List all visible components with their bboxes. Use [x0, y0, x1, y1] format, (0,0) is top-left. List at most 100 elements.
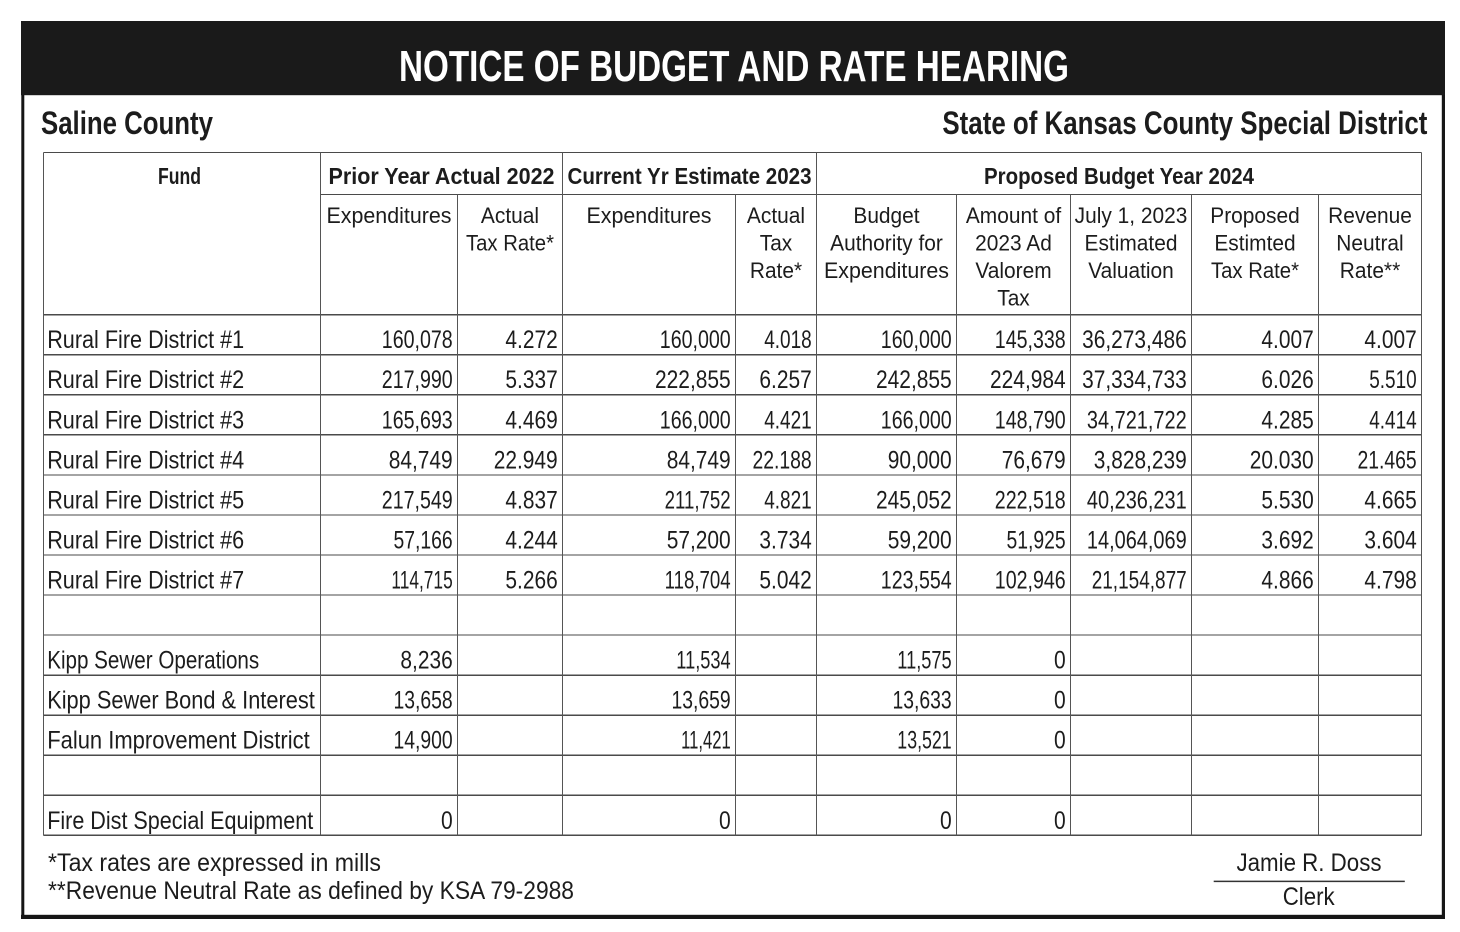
svg-text:84,749: 84,749 — [667, 446, 731, 474]
svg-text:11,534: 11,534 — [676, 647, 730, 675]
svg-text:Tax Rate*: Tax Rate* — [1211, 258, 1299, 283]
svg-text:20.030: 20.030 — [1250, 446, 1314, 474]
svg-text:6.026: 6.026 — [1261, 366, 1313, 394]
svg-text:Actual: Actual — [481, 203, 539, 228]
svg-text:4.837: 4.837 — [505, 486, 557, 514]
svg-text:224,984: 224,984 — [990, 366, 1066, 394]
svg-text:211,752: 211,752 — [665, 486, 731, 514]
svg-text:14,064,069: 14,064,069 — [1087, 527, 1187, 555]
svg-text:217,549: 217,549 — [382, 486, 453, 514]
svg-text:21,154,877: 21,154,877 — [1092, 567, 1187, 595]
svg-text:118,704: 118,704 — [665, 567, 731, 595]
svg-text:3.604: 3.604 — [1364, 527, 1416, 555]
svg-text:Proposed: Proposed — [1210, 203, 1300, 228]
svg-text:Saline County: Saline County — [41, 105, 213, 141]
svg-text:13,659: 13,659 — [672, 687, 731, 715]
svg-text:Clerk: Clerk — [1283, 883, 1335, 911]
svg-text:Expenditures: Expenditures — [824, 258, 949, 283]
svg-text:5.337: 5.337 — [505, 366, 557, 394]
svg-text:Proposed Budget Year 2024: Proposed Budget Year 2024 — [984, 163, 1254, 189]
svg-text:36,273,486: 36,273,486 — [1082, 326, 1187, 354]
svg-text:Rural Fire District #7: Rural Fire District #7 — [47, 567, 244, 595]
svg-text:Current Yr Estimate 2023: Current Yr Estimate 2023 — [568, 163, 812, 189]
svg-text:4.244: 4.244 — [505, 527, 557, 555]
svg-text:Estimated: Estimated — [1085, 231, 1178, 256]
svg-text:Prior Year Actual 2022: Prior Year Actual 2022 — [329, 163, 555, 189]
svg-text:165,693: 165,693 — [382, 406, 453, 434]
svg-text:59,200: 59,200 — [888, 527, 952, 555]
svg-text:242,855: 242,855 — [876, 366, 952, 394]
svg-text:Fire Dist Special Equipment: Fire Dist Special Equipment — [47, 807, 313, 835]
svg-text:51,925: 51,925 — [1007, 527, 1066, 555]
svg-text:222,518: 222,518 — [995, 486, 1066, 514]
svg-text:245,052: 245,052 — [876, 486, 952, 514]
svg-text:4.007: 4.007 — [1261, 326, 1313, 354]
svg-text:*Tax rates are expressed in mi: *Tax rates are expressed in mills — [48, 849, 381, 877]
svg-text:0: 0 — [1054, 807, 1066, 835]
svg-text:Rate*: Rate* — [750, 258, 803, 283]
svg-text:Rural Fire District #2: Rural Fire District #2 — [47, 366, 244, 394]
svg-text:13,633: 13,633 — [893, 687, 952, 715]
svg-text:Tax: Tax — [997, 285, 1030, 310]
svg-text:Rural Fire District #3: Rural Fire District #3 — [47, 406, 244, 434]
svg-text:22.188: 22.188 — [753, 446, 812, 474]
svg-text:Neutral: Neutral — [1336, 231, 1403, 256]
svg-text:4.018: 4.018 — [764, 326, 812, 354]
svg-text:6.257: 6.257 — [759, 366, 811, 394]
svg-text:Authority for: Authority for — [830, 231, 943, 256]
svg-text:Tax Rate*: Tax Rate* — [466, 231, 554, 256]
svg-text:Estimted: Estimted — [1214, 231, 1295, 256]
svg-text:Jamie R. Doss: Jamie R. Doss — [1237, 849, 1382, 877]
svg-text:114,715: 114,715 — [391, 567, 452, 595]
svg-text:4.821: 4.821 — [764, 486, 812, 514]
svg-text:22.949: 22.949 — [494, 446, 558, 474]
svg-text:0: 0 — [1054, 687, 1066, 715]
svg-text:166,000: 166,000 — [881, 406, 952, 434]
svg-text:Actual: Actual — [747, 203, 805, 228]
svg-text:4.665: 4.665 — [1364, 486, 1416, 514]
svg-text:Budget: Budget — [853, 203, 919, 228]
svg-text:148,790: 148,790 — [995, 406, 1066, 434]
svg-text:222,855: 222,855 — [655, 366, 731, 394]
svg-text:13,521: 13,521 — [897, 727, 951, 755]
svg-text:3,828,239: 3,828,239 — [1094, 446, 1187, 474]
svg-text:**Revenue Neutral Rate as defi: **Revenue Neutral Rate as defined by KSA… — [48, 877, 574, 905]
svg-text:166,000: 166,000 — [660, 406, 731, 434]
svg-text:Amount of: Amount of — [966, 203, 1062, 228]
svg-text:0: 0 — [1054, 727, 1066, 755]
svg-text:Falun Improvement District: Falun Improvement District — [47, 727, 310, 755]
svg-text:Expenditures: Expenditures — [327, 203, 452, 228]
svg-text:4.866: 4.866 — [1261, 567, 1313, 595]
svg-text:4.414: 4.414 — [1369, 406, 1417, 434]
svg-text:4.272: 4.272 — [505, 326, 557, 354]
svg-text:4.421: 4.421 — [764, 406, 812, 434]
svg-text:0: 0 — [441, 807, 453, 835]
svg-text:5.042: 5.042 — [759, 567, 811, 595]
svg-text:0: 0 — [719, 807, 731, 835]
svg-text:Rural Fire District #1: Rural Fire District #1 — [47, 326, 244, 354]
svg-text:Fund: Fund — [158, 163, 201, 189]
svg-text:84,749: 84,749 — [389, 446, 453, 474]
svg-text:Tax: Tax — [760, 231, 793, 256]
svg-text:Rate**: Rate** — [1340, 258, 1401, 283]
svg-text:Revenue: Revenue — [1328, 203, 1412, 228]
svg-text:160,078: 160,078 — [382, 326, 453, 354]
svg-text:21.465: 21.465 — [1358, 446, 1417, 474]
svg-text:90,000: 90,000 — [888, 446, 952, 474]
svg-text:Kipp Sewer Operations: Kipp Sewer Operations — [47, 647, 259, 675]
svg-text:4.007: 4.007 — [1364, 326, 1416, 354]
svg-text:4.285: 4.285 — [1261, 406, 1313, 434]
svg-text:Kipp Sewer Bond & Interest: Kipp Sewer Bond & Interest — [47, 687, 315, 715]
svg-text:5.510: 5.510 — [1369, 366, 1417, 394]
svg-text:217,990: 217,990 — [382, 366, 453, 394]
svg-text:5.266: 5.266 — [505, 567, 557, 595]
svg-text:34,721,722: 34,721,722 — [1087, 406, 1187, 434]
svg-text:Rural Fire District #6: Rural Fire District #6 — [47, 527, 244, 555]
svg-text:Rural Fire District #4: Rural Fire District #4 — [47, 446, 244, 474]
svg-text:Expenditures: Expenditures — [587, 203, 712, 228]
svg-text:8,236: 8,236 — [400, 647, 452, 675]
svg-text:NOTICE OF BUDGET AND RATE HEAR: NOTICE OF BUDGET AND RATE HEARING — [399, 42, 1069, 91]
svg-text:11,421: 11,421 — [681, 727, 731, 755]
svg-text:14,900: 14,900 — [394, 727, 453, 755]
svg-text:0: 0 — [1054, 647, 1066, 675]
